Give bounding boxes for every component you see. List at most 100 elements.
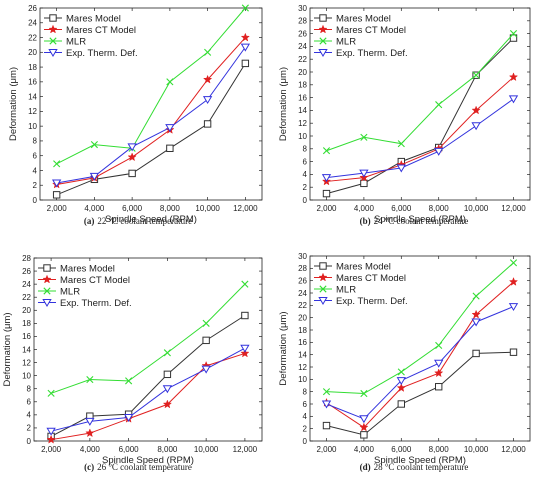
y-tick-label: 30 (298, 4, 307, 13)
data-point (240, 344, 250, 353)
data-point (359, 169, 369, 178)
y-tick-label: 26 (298, 276, 307, 285)
y-tick-label: 8 (33, 137, 38, 146)
y-tick-label: 0 (27, 437, 32, 446)
series-line-3 (50, 283, 246, 394)
y-tick-label: 22 (22, 293, 31, 302)
data-point (240, 32, 251, 42)
legend-marker (43, 287, 51, 295)
plot-frame (309, 255, 531, 442)
series-line-1 (56, 63, 246, 196)
legend-label: Exp. Therm. Def. (336, 296, 408, 307)
data-point (127, 152, 137, 162)
series-line-2 (326, 281, 514, 429)
y-tick-label: 2 (303, 424, 308, 433)
data-point (434, 147, 444, 156)
y-tick-label: 6 (303, 400, 308, 409)
panel-caption: (d) 28 °C coolant temperature (360, 462, 469, 472)
data-point (471, 105, 481, 115)
legend-marker (318, 272, 328, 282)
data-point (359, 422, 369, 432)
x-tick-label: 8,000 (160, 204, 181, 213)
y-axis-title: Deformation (μm) (278, 67, 289, 141)
y-tick-label: 20 (298, 313, 307, 322)
data-point (360, 389, 368, 398)
x-tick-label: 6,000 (119, 445, 140, 454)
data-point (128, 169, 136, 178)
y-tick-label: 8 (27, 385, 32, 394)
data-point (241, 311, 249, 320)
data-point (165, 124, 175, 133)
series-line-3 (56, 7, 246, 165)
data-point (435, 383, 443, 391)
data-point (359, 415, 369, 424)
legend-label: Exp. Therm. Def. (60, 298, 132, 309)
data-point (396, 164, 406, 173)
caption-label: (a) (84, 216, 95, 226)
legend-marker (43, 264, 51, 272)
legend-label: MLR (336, 284, 356, 295)
data-point (321, 400, 332, 409)
legend-label: MLR (60, 286, 80, 297)
data-point (509, 30, 518, 38)
data-point (166, 78, 174, 86)
x-tick-label: 10,000 (195, 204, 220, 213)
data-point (86, 375, 94, 384)
x-tick-label: 2,000 (47, 204, 68, 213)
legend-marker (319, 262, 327, 270)
legend-marker (48, 49, 58, 57)
data-point (397, 140, 405, 148)
y-tick-label: 26 (28, 4, 37, 13)
legend-label: Exp. Therm. Def. (336, 48, 408, 59)
x-tick-label: 10,000 (464, 204, 489, 213)
data-point (46, 427, 56, 436)
y-tick-label: 28 (298, 264, 307, 273)
data-point (434, 368, 444, 378)
y-tick-label: 4 (303, 412, 308, 421)
y-tick-label: 16 (22, 332, 31, 341)
data-point (322, 147, 331, 155)
caption-text: 22 °C coolant temperature (97, 216, 192, 226)
legend-marker (319, 14, 327, 22)
data-point (508, 277, 519, 286)
y-tick-label: 24 (22, 280, 31, 289)
data-point (202, 336, 210, 345)
series-line-3 (326, 33, 514, 152)
x-tick-label: 4,000 (84, 204, 105, 213)
y-tick-label: 18 (28, 63, 37, 72)
data-point (472, 292, 480, 300)
data-point (509, 348, 518, 356)
legend-marker (42, 299, 52, 307)
data-point (202, 319, 210, 327)
data-point (397, 400, 406, 408)
y-tick-label: 22 (298, 55, 307, 64)
data-point (127, 143, 137, 152)
data-point (322, 388, 331, 396)
y-tick-label: 16 (28, 78, 37, 87)
y-tick-label: 10 (28, 122, 37, 131)
legend-label: MLR (66, 36, 86, 47)
data-point (240, 43, 251, 52)
series-line-4 (326, 306, 514, 420)
plot-frame (309, 7, 531, 201)
x-axis-title: Spindle Speed (RPM) (105, 214, 197, 225)
y-tick-label: 24 (28, 19, 37, 28)
data-point (162, 385, 173, 394)
series-line-1 (326, 37, 514, 195)
x-tick-label: 12,000 (501, 204, 526, 213)
data-point (508, 95, 519, 104)
legend-marker (318, 49, 328, 57)
x-axis-title: Spindle Speed (RPM) (374, 455, 466, 466)
data-point (472, 349, 480, 358)
y-tick-label: 18 (298, 326, 307, 335)
data-point (46, 434, 56, 444)
x-tick-label: 8,000 (429, 445, 450, 454)
y-tick-label: 30 (298, 252, 307, 261)
legend-label: Mares CT Model (336, 25, 406, 36)
panel-caption: (b) 24 °C coolant temperature (360, 216, 469, 226)
data-point (397, 368, 405, 376)
y-tick-label: 12 (22, 358, 31, 367)
y-tick-label: 14 (22, 345, 31, 354)
